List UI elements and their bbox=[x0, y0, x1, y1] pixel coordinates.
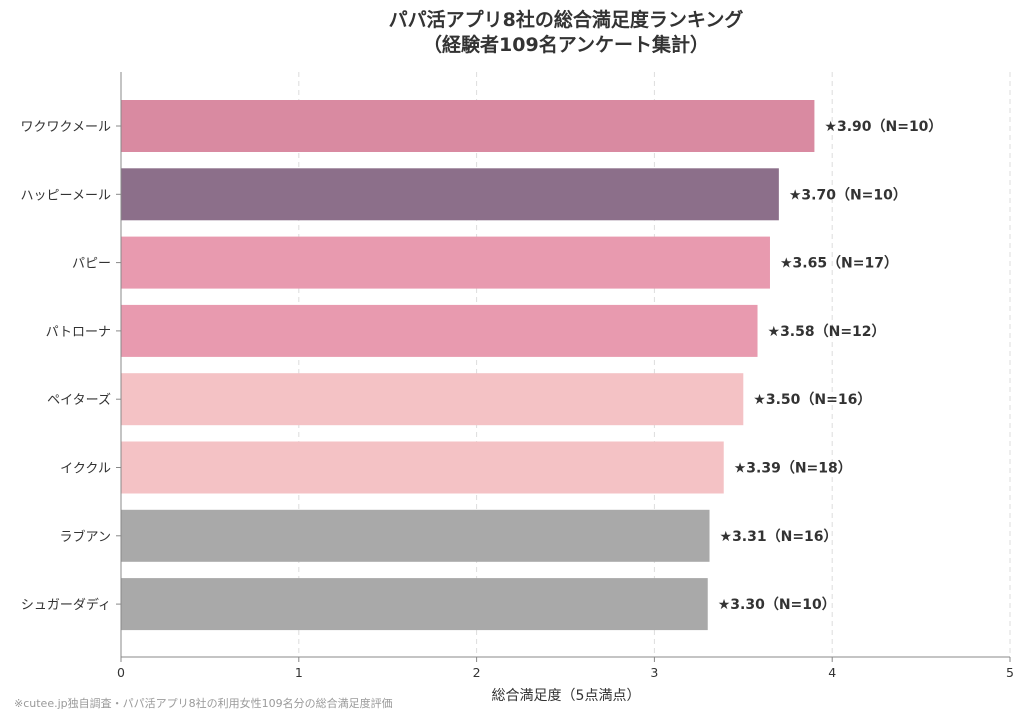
data-label: ★3.90（N=10） bbox=[824, 119, 942, 135]
category-label: ワクワクメール bbox=[21, 120, 111, 135]
bar bbox=[121, 373, 744, 426]
data-label: ★3.58（N=12） bbox=[768, 324, 886, 340]
bar bbox=[121, 168, 779, 221]
labels: 0 1 2 3 4 5 ワクワクメール ★3.90（N=10） ハッピーメール ★3.70（N=1… bbox=[21, 119, 1014, 680]
bar bbox=[121, 236, 770, 289]
x-tick-label: 4 bbox=[828, 665, 836, 680]
data-label: ★3.65（N=17） bbox=[780, 256, 898, 272]
bar bbox=[121, 509, 710, 562]
data-label: ★3.50（N=16） bbox=[753, 392, 871, 408]
gridlines bbox=[298, 72, 1011, 657]
data-label: ★3.30（N=10） bbox=[718, 597, 836, 613]
bar bbox=[121, 100, 815, 152]
bar bbox=[121, 578, 708, 631]
category-label: ペイターズ bbox=[47, 392, 111, 408]
footnote: ※cutee.jp独自調査・パパ活アプリ8社の利用女性109名分の総合満足度評価 bbox=[14, 696, 393, 710]
category-label: パトローナ bbox=[46, 325, 111, 340]
chart-title-line-2: （経験者109名アンケート集計） bbox=[423, 33, 709, 56]
bars bbox=[121, 100, 815, 631]
x-tick-label: 0 bbox=[117, 665, 125, 680]
chart-title-line-1: パパ活アプリ8社の総合満足度ランキング bbox=[389, 8, 744, 31]
x-tick-label: 2 bbox=[473, 665, 481, 680]
axes bbox=[120, 72, 1010, 658]
bar bbox=[121, 441, 724, 494]
category-label: パピー bbox=[72, 257, 111, 272]
bar bbox=[121, 304, 758, 357]
x-tick-label: 1 bbox=[295, 665, 303, 680]
category-label: ラブアン bbox=[60, 529, 111, 545]
category-label: イククル bbox=[60, 462, 111, 477]
data-label: ★3.70（N=10） bbox=[789, 187, 907, 203]
category-label: シュガーダディ bbox=[21, 597, 111, 613]
x-tick-label: 3 bbox=[650, 665, 658, 680]
data-label: ★3.31（N=16） bbox=[720, 529, 838, 545]
category-label: ハッピーメール bbox=[21, 188, 111, 203]
data-label: ★3.39（N=18） bbox=[734, 461, 852, 477]
x-tick-label: 5 bbox=[1006, 665, 1014, 680]
x-axis-label: 総合満足度（5点満点） bbox=[492, 688, 641, 704]
